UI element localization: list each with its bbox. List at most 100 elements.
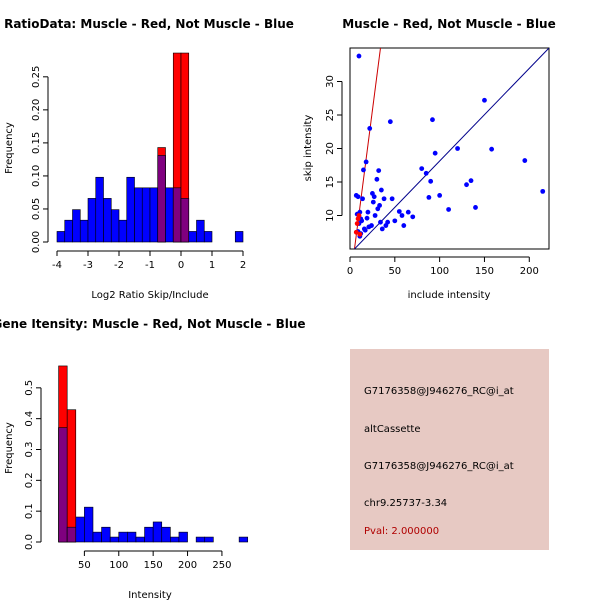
- scatter-point-not-muscle: [381, 196, 387, 202]
- gene-hist-ylabel: Frequency: [4, 422, 15, 474]
- scatter-point-not-muscle: [378, 187, 384, 193]
- gene-hist-bar-not-muscle: [101, 526, 111, 543]
- scatter-y-tick-label: 25: [325, 109, 336, 122]
- scatter-point-not-muscle: [356, 53, 362, 59]
- scatter-point-not-muscle: [396, 209, 402, 214]
- scatter-point-not-muscle: [361, 167, 366, 173]
- scatter-point-not-muscle: [468, 178, 474, 184]
- gene-hist-bar-not-muscle: [127, 531, 137, 543]
- ratio-hist-bar-not-muscle: [110, 209, 120, 243]
- scatter-point-not-muscle: [367, 125, 373, 131]
- scatter-point-not-muscle: [378, 219, 383, 225]
- scatter-plot-box: [349, 47, 550, 250]
- scatter-point-not-muscle: [385, 219, 391, 225]
- scatter-point-not-muscle: [361, 226, 367, 232]
- ratio-hist-axes: -4 -3 -2 -1 0 1 2 0.00 0.05 0.10 0.15 0.20 0.25: [31, 66, 246, 271]
- scatter-point-not-muscle: [399, 213, 405, 218]
- gene-hist-x-tick-label: 50: [78, 560, 91, 571]
- gene-hist-y-tick-label: 0.0: [24, 534, 35, 550]
- intensity-scatter: Muscle - Red, Not Muscle - Blue 0 50 100 15…: [303, 17, 556, 301]
- gene-hist-bar-not-muscle: [144, 526, 154, 543]
- scatter-point-not-muscle: [482, 97, 487, 103]
- scatter-point-not-muscle: [387, 119, 393, 125]
- gene-hist-bar-not-muscle: [178, 531, 188, 543]
- scatter-y-tick-label: 10: [325, 209, 336, 222]
- ratio-hist-bar-not-muscle: [234, 231, 244, 243]
- scatter-ylabel: skip intensity: [303, 115, 314, 182]
- ratio-hist-bar-not-muscle: [188, 231, 197, 243]
- gene-hist-y-tick-label: 0.4: [24, 411, 35, 427]
- gene-hist-bar-not-muscle: [238, 536, 249, 543]
- scatter-point-muscle: [353, 229, 359, 235]
- ratio-hist-bar-overlap: [180, 198, 190, 243]
- ratio-hist-bar-not-muscle: [103, 198, 112, 243]
- gene-hist-bar-overlap: [66, 526, 77, 543]
- scatter-x-tick-label: 0: [347, 266, 353, 277]
- scatter-point-not-muscle: [363, 159, 369, 165]
- gene-hist-bar-not-muscle: [161, 526, 171, 543]
- ratio-hist-bars: [56, 52, 244, 243]
- info-probe-id: G7176358@J946276_RC@i_at: [364, 461, 514, 472]
- scatter-point-not-muscle: [428, 178, 434, 184]
- ratio-hist-y-tick-label: 0.25: [31, 66, 42, 88]
- scatter-point-not-muscle: [430, 117, 435, 123]
- scatter-point-not-muscle: [389, 196, 395, 202]
- gene-hist-x-tick-label: 150: [144, 560, 163, 571]
- scatter-point-not-muscle: [489, 146, 495, 152]
- scatter-point-not-muscle: [392, 218, 398, 224]
- info-gene-id: G7176358@J946276_RC@i_at: [364, 386, 514, 397]
- gene-hist-bar-not-muscle: [135, 536, 145, 543]
- gene-hist-y-tick-label: 0.1: [24, 503, 35, 519]
- scatter-point-not-muscle: [370, 199, 376, 205]
- scatter-point-not-muscle: [423, 170, 429, 176]
- gene-hist-x-tick-label: 200: [178, 560, 197, 571]
- info-event-type: altCassette: [364, 424, 421, 435]
- scatter-point-not-muscle: [455, 146, 460, 151]
- ratio-hist-y-tick-label: 0.20: [31, 99, 42, 121]
- scatter-point-not-muscle: [371, 194, 377, 200]
- ratio-hist-bar-overlap: [172, 187, 182, 243]
- gene-hist-bar-not-muscle: [204, 536, 214, 543]
- scatter-point-not-muscle: [372, 213, 378, 218]
- gene-hist-bar-overlap: [58, 427, 68, 543]
- scatter-x-tick-label: 150: [475, 266, 494, 277]
- gene-hist-axes: 50 100 150 200 250 0.0 0.1 0.2 0.3 0.4 0.5: [24, 380, 231, 571]
- scatter-point-not-muscle: [426, 195, 432, 200]
- scatter-point-not-muscle: [355, 194, 361, 200]
- gene-intensity-histogram: Gene Itensity: Muscle - Red, Not Muscle …: [0, 317, 306, 600]
- scatter-point-muscle: [357, 231, 363, 237]
- ratio-hist-x-tick-label: -2: [114, 260, 124, 271]
- ratio-hist-xlabel: Log2 Ratio Skip/Include: [91, 290, 208, 301]
- ratio-hist-x-tick-label: 1: [209, 260, 215, 271]
- gene-hist-x-tick-label: 250: [212, 560, 231, 571]
- scatter-x-tick-label: 50: [388, 266, 401, 277]
- scatter-point-not-muscle: [446, 207, 452, 212]
- ratio-histogram: RatioData: Muscle - Red, Not Muscle - Bl…: [4, 17, 294, 301]
- ratio-hist-bar-overlap: [157, 155, 166, 243]
- scatter-y-tick-label: 20: [325, 142, 336, 155]
- ratio-hist-bar-not-muscle: [118, 219, 128, 243]
- ratio-hist-bar-not-muscle: [126, 176, 135, 243]
- gene-hist-bars: [58, 365, 249, 543]
- scatter-x-tick-label: 200: [520, 266, 539, 277]
- gene-hist-bar-not-muscle: [84, 506, 94, 543]
- ratio-hist-bar-not-muscle: [64, 219, 73, 243]
- scatter-y-tick-label: 15: [325, 176, 336, 189]
- gene-hist-bar-not-muscle: [75, 516, 85, 543]
- scatter-axes: 0 50 100 150 200 10 15 20 25 30: [325, 75, 539, 277]
- scatter-point-not-muscle: [432, 150, 438, 156]
- scatter-x-tick-label: 100: [430, 266, 449, 277]
- ratio-hist-bar-not-muscle: [79, 219, 89, 243]
- gene-hist-y-tick-label: 0.3: [24, 442, 35, 458]
- gene-hist-x-tick-label: 100: [109, 560, 128, 571]
- scatter-point-not-muscle: [376, 168, 382, 174]
- ratio-hist-bar-not-muscle: [134, 187, 143, 243]
- scatter-point-not-muscle: [366, 224, 372, 230]
- scatter-points: [353, 53, 546, 239]
- ratio-hist-ylabel: Frequency: [4, 122, 15, 174]
- ratio-hist-x-tick-label: -1: [145, 260, 155, 271]
- scatter-not-muscle-diagonal: [354, 48, 549, 249]
- ratio-hist-bar-not-muscle: [87, 198, 97, 243]
- scatter-point-not-muscle: [419, 166, 425, 172]
- ratio-hist-x-tick-label: 0: [178, 260, 184, 271]
